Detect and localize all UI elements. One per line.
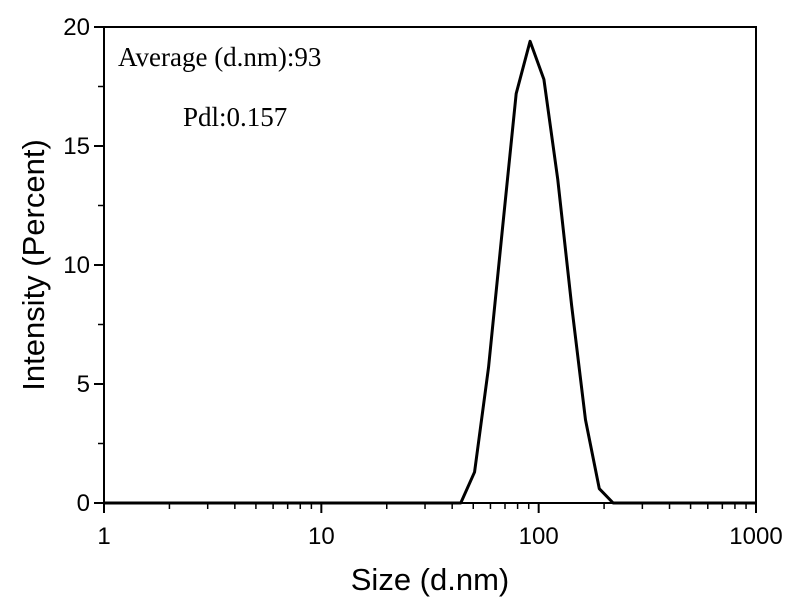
x-axis-title: Size (d.nm)	[351, 562, 509, 597]
y-tick-label: 10	[63, 252, 90, 279]
plot-frame	[103, 26, 757, 504]
x-tick-label: 1	[97, 523, 110, 550]
y-axis-title: Intensity (Percent)	[16, 139, 51, 391]
x-tick-label: 1000	[729, 523, 782, 550]
annotation-pdi: Pdl:0.157	[183, 102, 287, 132]
y-tick-label: 20	[63, 14, 90, 41]
y-tick-label: 5	[77, 371, 90, 398]
annotation-average: Average (d.nm):93	[118, 42, 321, 72]
series-line	[104, 39, 756, 505]
tick-labels: 1 10 100 1000 0 5 10 15 20	[63, 14, 782, 550]
y-tick-label: 0	[77, 490, 90, 517]
y-tick-label: 15	[63, 133, 90, 160]
x-tick-label: 10	[308, 523, 335, 550]
x-tick-label: 100	[519, 523, 559, 550]
axis-ticks	[94, 26, 757, 513]
